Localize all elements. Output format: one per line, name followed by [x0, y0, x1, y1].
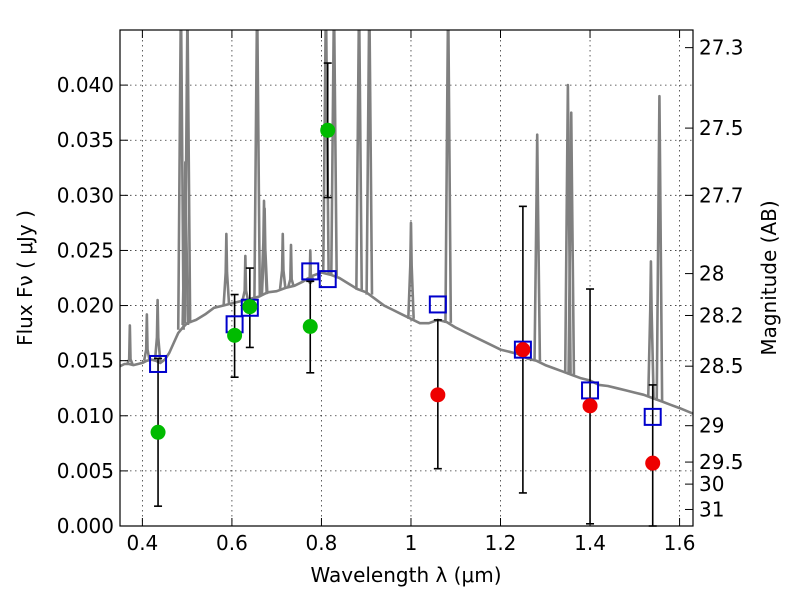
- emission-line: [253, 30, 262, 298]
- right-tick-label: 27.7: [699, 183, 744, 207]
- emission-line: [533, 133, 542, 362]
- x-axis-label: Wavelength λ (μm): [310, 563, 501, 587]
- x-tick-label: 1: [405, 531, 418, 555]
- emission-line: [329, 30, 338, 277]
- emission-line: [278, 232, 287, 290]
- y-tick-label: 0.010: [57, 404, 114, 428]
- right-tick-label: 28.5: [699, 354, 744, 378]
- x-tick-label: 1.2: [485, 531, 517, 555]
- emission-line: [355, 30, 364, 290]
- emission-line: [646, 260, 655, 398]
- tick-labels: 0.4 0.6 0.8 1 1.2 1.4 1.6 0.000 0.005 0.010 0.015 0…: [57, 36, 744, 555]
- right-tick-label: 30: [699, 472, 724, 496]
- model-photometry-square: [301, 262, 320, 281]
- emission-line: [306, 249, 315, 284]
- model-photometry-square: [513, 340, 532, 359]
- detection-point: [150, 424, 166, 440]
- right-axis-label: Magnitude (AB): [757, 200, 781, 355]
- emission-line: [142, 313, 151, 361]
- detection-point: [302, 318, 318, 334]
- y-tick-label: 0.020: [57, 294, 114, 318]
- plot-frame: [119, 29, 694, 527]
- right-tick-label: 31: [699, 497, 724, 521]
- emission-line: [183, 30, 192, 324]
- grid: [120, 30, 693, 527]
- emission-line: [287, 243, 295, 287]
- emission-line: [567, 111, 576, 375]
- emission-line: [260, 207, 269, 294]
- emission-line: [222, 232, 231, 305]
- model-photometry-square: [318, 270, 337, 289]
- y-tick-label: 0.040: [57, 73, 114, 97]
- right-tick-label: 29.5: [699, 450, 744, 474]
- emission-line: [241, 254, 250, 301]
- emission-line: [365, 30, 374, 295]
- y-tick-label: 0.015: [57, 349, 114, 373]
- detection-point: [242, 299, 258, 315]
- upper-limit-point: [515, 342, 531, 358]
- x-tick-label: 0.4: [126, 531, 158, 555]
- emission-line: [125, 324, 134, 365]
- x-tick-label: 0.8: [306, 531, 338, 555]
- right-tick-label: 27.5: [699, 116, 744, 140]
- y-tick-label: 0.000: [57, 514, 114, 538]
- detection-point: [320, 122, 336, 138]
- y-tick-label: 0.035: [57, 128, 114, 152]
- upper-limit-point: [430, 387, 446, 403]
- right-tick-label: 28: [699, 262, 724, 286]
- series-layer: [120, 30, 693, 415]
- marker-layer: [149, 62, 662, 527]
- y-tick-label: 0.030: [57, 183, 114, 207]
- emission-line: [153, 298, 162, 362]
- emission-line: [444, 30, 453, 323]
- model-photometry-square: [643, 407, 662, 426]
- right-tick-label: 28.2: [699, 303, 744, 327]
- upper-limit-point: [582, 398, 598, 414]
- model-continuum-line: [120, 271, 693, 415]
- model-photometry-square: [149, 354, 168, 373]
- y-tick-label: 0.005: [57, 459, 114, 483]
- x-tick-label: 1.6: [664, 531, 696, 555]
- emission-line: [655, 94, 664, 401]
- x-tick-label: 0.6: [216, 531, 248, 555]
- y-tick-label: 0.025: [57, 238, 114, 262]
- right-tick-label: 27.3: [699, 36, 744, 60]
- model-photometry-square: [428, 295, 447, 314]
- x-tick-label: 1.4: [574, 531, 606, 555]
- emission-line: [176, 30, 185, 330]
- ticks: [120, 30, 693, 527]
- upper-limit-point: [645, 455, 661, 471]
- detection-point: [227, 327, 243, 343]
- right-tick-label: 29: [699, 414, 724, 438]
- y-axis-label: Flux Fν ( μJy ): [13, 210, 37, 346]
- emission-line: [406, 221, 415, 319]
